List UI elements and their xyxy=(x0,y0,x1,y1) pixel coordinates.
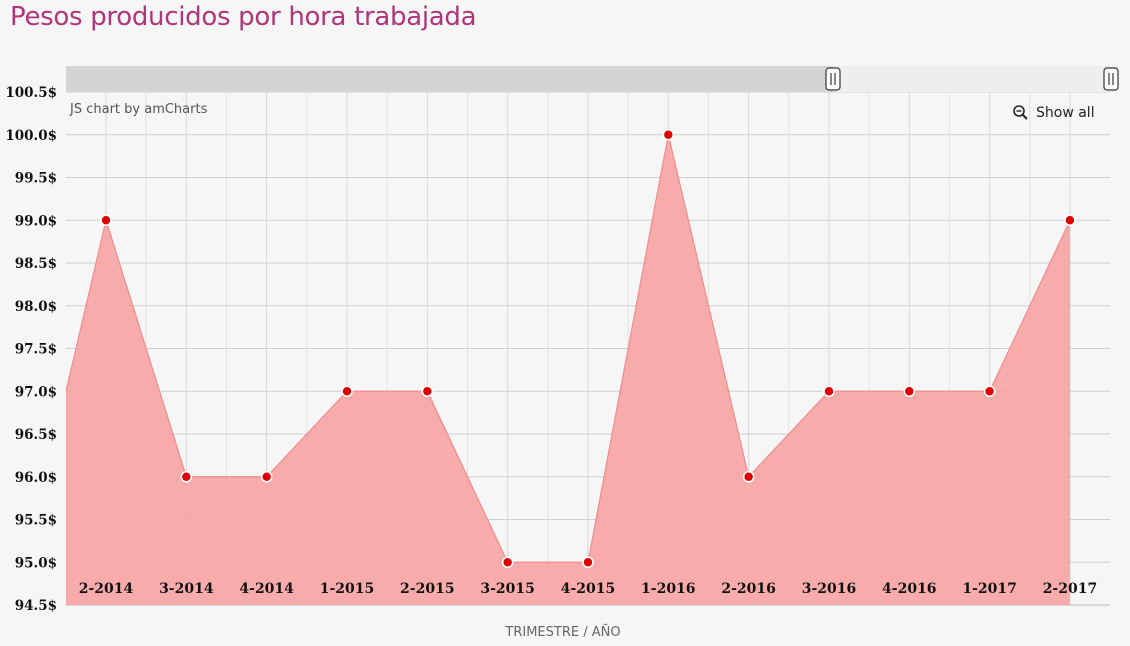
y-tick-label: 100.0$ xyxy=(5,128,57,144)
x-tick-label: 3-2015 xyxy=(480,581,535,597)
x-tick-label: 2-2014 xyxy=(79,581,134,597)
x-tick-label: 2-2016 xyxy=(721,581,776,597)
data-points xyxy=(100,128,1076,569)
grip-lines-icon xyxy=(1108,73,1114,85)
data-point[interactable] xyxy=(421,385,434,398)
y-tick-label: 97.0$ xyxy=(15,384,57,400)
scrollbar-grip-left[interactable] xyxy=(825,67,841,91)
x-tick-label: 3-2014 xyxy=(159,581,214,597)
data-point[interactable] xyxy=(100,214,112,227)
x-tick-label: 2-2015 xyxy=(400,581,455,597)
data-point[interactable] xyxy=(903,385,916,398)
x-tick-label: 1-2016 xyxy=(641,581,696,597)
data-point[interactable] xyxy=(260,470,273,483)
show-all-label[interactable]: Show all xyxy=(1036,105,1095,121)
data-point[interactable] xyxy=(341,385,353,398)
x-axis-title: TRIMESTRE / AÑO xyxy=(504,624,620,640)
data-point[interactable] xyxy=(1064,214,1076,227)
page-title: Pesos producidos por hora trabajada xyxy=(10,2,477,32)
x-axis: 2-2014 3-2014 4-2014 1-2015 2-2015 3-2015 4-20… xyxy=(79,581,1097,597)
data-point[interactable] xyxy=(501,556,514,569)
area-fill xyxy=(66,134,1070,605)
magnifier-minus-icon xyxy=(1013,105,1028,120)
y-tick-label: 95.0$ xyxy=(15,555,57,571)
data-point[interactable] xyxy=(582,556,594,569)
y-tick-label: 97.5$ xyxy=(15,342,57,358)
x-tick-label: 3-2016 xyxy=(802,581,857,597)
data-point[interactable] xyxy=(983,385,996,398)
x-tick-label: 1-2015 xyxy=(320,581,375,597)
show-all-button[interactable]: Show all xyxy=(1013,105,1095,121)
y-tick-label: 96.0$ xyxy=(15,470,57,486)
y-tick-label: 99.5$ xyxy=(15,171,57,187)
data-point[interactable] xyxy=(662,128,675,141)
y-tick-label: 95.5$ xyxy=(15,513,57,529)
x-tick-label: 2-2017 xyxy=(1043,581,1098,597)
y-tick-label: 99.0$ xyxy=(15,213,57,229)
chart-credit[interactable]: JS chart by amCharts xyxy=(69,102,208,117)
scrollbar-selection[interactable] xyxy=(66,66,833,92)
y-tick-label: 98.0$ xyxy=(15,299,57,315)
scrollbar-grip-right[interactable] xyxy=(1103,67,1119,91)
grip-lines-icon xyxy=(830,73,836,85)
x-tick-label: 4-2014 xyxy=(239,581,294,597)
y-tick-label: 96.5$ xyxy=(15,427,57,443)
area-series xyxy=(65,134,1071,605)
x-tick-label: 4-2015 xyxy=(561,581,616,597)
series-line xyxy=(65,134,1071,563)
y-tick-label: 100.5$ xyxy=(5,85,57,101)
y-tick-label: 98.5$ xyxy=(15,256,57,272)
y-tick-label: 94.5$ xyxy=(15,598,57,614)
scrollbar[interactable] xyxy=(66,66,1119,92)
data-point[interactable] xyxy=(180,470,193,483)
x-tick-label: 4-2016 xyxy=(882,581,937,597)
x-tick-label: 1-2017 xyxy=(962,581,1017,597)
data-point[interactable] xyxy=(823,385,835,398)
y-axis: 94.5$ 95.0$ 95.5$ 96.0$ 96.5$ 97.0$ 97.5$ 98.0$… xyxy=(5,85,57,614)
data-point[interactable] xyxy=(742,470,755,483)
